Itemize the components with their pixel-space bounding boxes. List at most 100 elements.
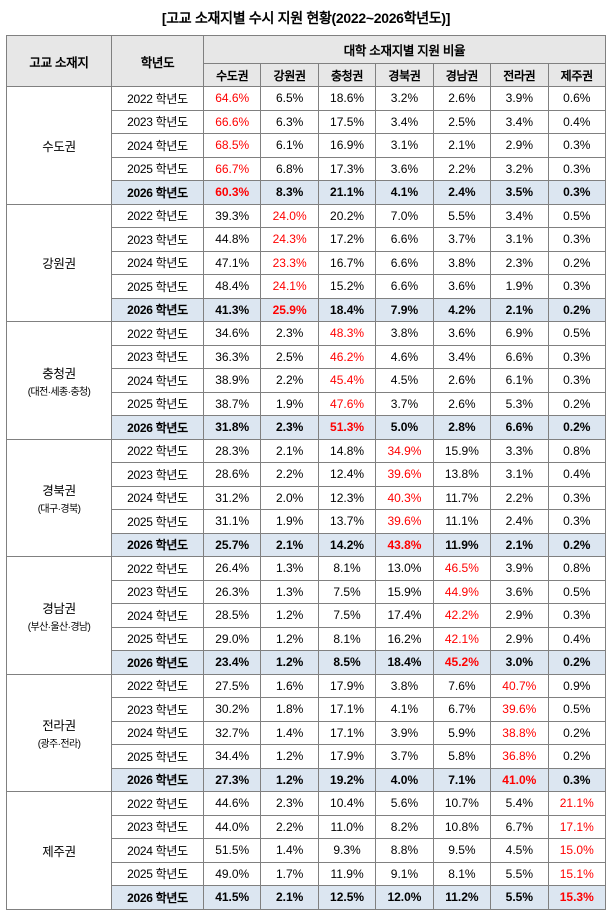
value-cell: 11.9% <box>317 861 377 886</box>
value-cell: 6.6% <box>490 344 549 369</box>
value-cell: 27.5% <box>202 673 262 698</box>
value-cell: 0.5% <box>547 697 607 722</box>
value-cell: 48.4% <box>202 274 262 299</box>
value-cell: 28.3% <box>202 438 262 463</box>
value-cell: 36.8% <box>490 744 549 769</box>
value-cell: 14.8% <box>317 438 377 463</box>
region-sublabel: (광주·전라) <box>37 739 81 751</box>
value-cell: 13.0% <box>375 556 434 581</box>
year-cell: 2023 학년도 <box>111 579 204 604</box>
value-cell: 11.9% <box>432 532 492 557</box>
value-cell: 3.3% <box>490 438 549 463</box>
value-cell: 31.1% <box>202 509 262 534</box>
value-cell: 3.1% <box>490 227 549 252</box>
region-label: 충청권 <box>42 366 76 381</box>
value-cell: 40.7% <box>490 673 549 698</box>
value-cell: 39.6% <box>490 697 549 722</box>
value-cell: 4.5% <box>490 838 549 863</box>
value-cell: 40.3% <box>375 485 434 510</box>
value-cell: 16.2% <box>375 626 434 651</box>
header-university-region-group: 대학 소재지별 지원 비율 <box>203 35 606 64</box>
value-cell: 0.2% <box>547 250 607 275</box>
value-cell: 38.8% <box>490 720 549 745</box>
value-cell: 12.4% <box>317 462 377 487</box>
value-cell: 21.1% <box>317 180 377 205</box>
value-cell: 17.1% <box>317 697 377 722</box>
value-cell: 6.8% <box>260 156 319 181</box>
region-sublabel: (대전·세종·충청) <box>27 386 91 398</box>
table-row: 2025 학년도 66.7% 6.8% 17.3% 3.6% 2.2% 3.2% 0.3% <box>7 156 607 181</box>
value-cell: 19.2% <box>317 767 377 792</box>
year-cell: 2023 학년도 <box>111 344 204 369</box>
value-cell: 2.3% <box>490 250 549 275</box>
value-cell: 6.1% <box>490 368 549 393</box>
value-cell: 17.3% <box>317 156 377 181</box>
year-cell: 2023 학년도 <box>111 462 204 487</box>
column-header-3: 경북권 <box>375 63 434 87</box>
value-cell: 44.0% <box>202 814 262 839</box>
value-cell: 25.9% <box>260 297 319 322</box>
table-row: 2025 학년도 34.4% 1.2% 17.9% 3.7% 5.8% 36.8% 0.2% <box>7 744 607 769</box>
value-cell: 9.5% <box>432 838 492 863</box>
value-cell: 2.6% <box>432 368 492 393</box>
value-cell: 0.3% <box>547 227 607 252</box>
year-cell: 2024 학년도 <box>111 250 204 275</box>
region-cell-3: 경북권 (대구·경북) <box>6 438 112 557</box>
value-cell: 4.1% <box>375 180 434 205</box>
value-cell: 5.5% <box>490 885 549 910</box>
value-cell: 17.1% <box>547 814 607 839</box>
column-header-4: 경남권 <box>432 63 492 87</box>
value-cell: 8.1% <box>317 626 377 651</box>
value-cell: 3.2% <box>490 156 549 181</box>
value-cell: 10.8% <box>432 814 492 839</box>
value-cell: 5.4% <box>490 791 549 816</box>
value-cell: 17.4% <box>375 603 434 628</box>
value-cell: 2.1% <box>260 438 319 463</box>
value-cell: 7.6% <box>432 673 492 698</box>
value-cell: 68.5% <box>202 133 262 158</box>
value-cell: 3.7% <box>432 227 492 252</box>
value-cell: 66.7% <box>202 156 262 181</box>
year-cell: 2025 학년도 <box>111 744 204 769</box>
value-cell: 3.7% <box>375 391 434 416</box>
value-cell: 32.7% <box>202 720 262 745</box>
year-cell: 2023 학년도 <box>111 814 204 839</box>
value-cell: 6.9% <box>490 321 549 346</box>
value-cell: 24.1% <box>260 274 319 299</box>
value-cell: 7.5% <box>317 579 377 604</box>
value-cell: 17.1% <box>317 720 377 745</box>
value-cell: 26.3% <box>202 579 262 604</box>
value-cell: 31.2% <box>202 485 262 510</box>
year-cell: 2022 학년도 <box>111 791 204 816</box>
value-cell: 15.1% <box>547 861 607 886</box>
year-cell: 2024 학년도 <box>111 133 204 158</box>
value-cell: 3.7% <box>375 744 434 769</box>
region-label: 수도권 <box>42 139 76 154</box>
value-cell: 3.0% <box>490 650 549 675</box>
value-cell: 6.7% <box>432 697 492 722</box>
value-cell: 2.4% <box>432 180 492 205</box>
value-cell: 6.6% <box>375 250 434 275</box>
year-cell: 2026 학년도 <box>111 767 204 792</box>
value-cell: 4.2% <box>432 297 492 322</box>
table-row: 2025 학년도 38.7% 1.9% 47.6% 3.7% 2.6% 5.3% 0.2% <box>7 391 607 416</box>
value-cell: 0.4% <box>547 626 607 651</box>
value-cell: 18.6% <box>317 86 377 111</box>
value-cell: 44.8% <box>202 227 262 252</box>
admission-table: 고교 소재지 학년도 대학 소재지별 지원 비율 수도권 강원권 충청권 경북권 경남권… <box>6 35 607 910</box>
value-cell: 6.5% <box>260 86 319 111</box>
value-cell: 2.9% <box>490 133 549 158</box>
value-cell: 30.2% <box>202 697 262 722</box>
value-cell: 3.9% <box>375 720 434 745</box>
value-cell: 2.8% <box>432 415 492 440</box>
year-cell: 2026 학년도 <box>111 180 204 205</box>
value-cell: 0.3% <box>547 767 607 792</box>
value-cell: 15.3% <box>547 885 607 910</box>
value-cell: 0.5% <box>547 579 607 604</box>
table-row: 2026 학년도 60.3% 8.3% 21.1% 4.1% 2.4% 3.5% 0.3% <box>7 180 607 205</box>
value-cell: 16.7% <box>317 250 377 275</box>
region-cell-6: 제주권 <box>6 791 112 910</box>
value-cell: 7.1% <box>432 767 492 792</box>
value-cell: 42.1% <box>432 626 492 651</box>
table-row: 2024 학년도 31.2% 2.0% 12.3% 40.3% 11.7% 2.2% 0.3% <box>7 485 607 510</box>
